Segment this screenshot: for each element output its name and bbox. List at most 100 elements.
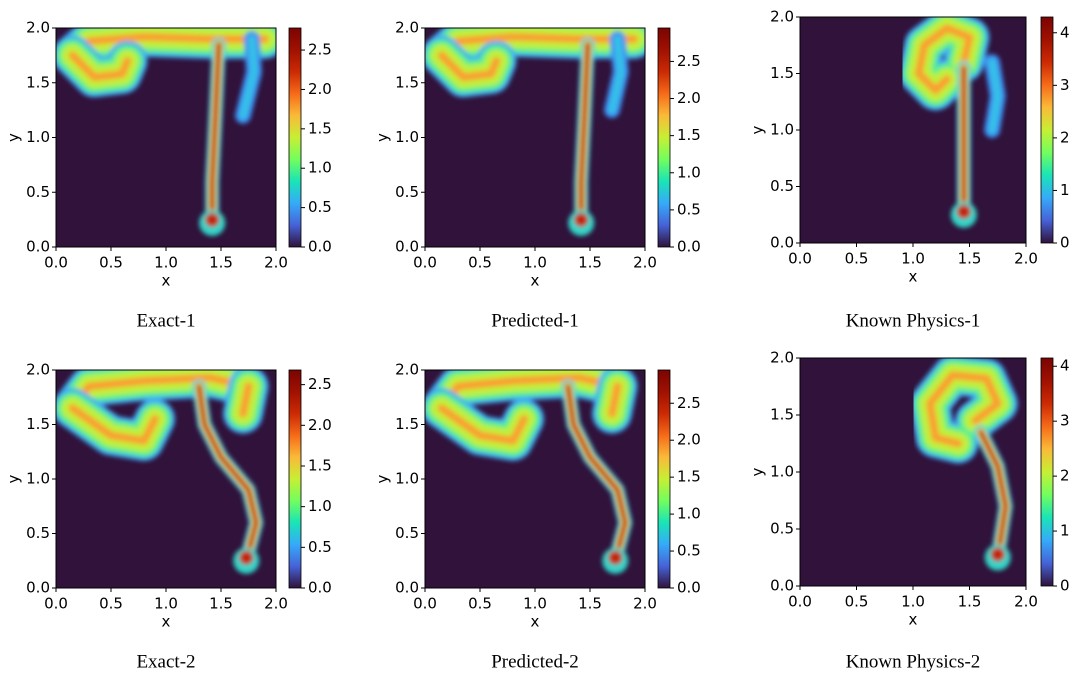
plume-base-core bbox=[608, 550, 623, 565]
x-tick-label: 0.0 bbox=[44, 595, 68, 613]
colorbar-tick-label: 1.5 bbox=[677, 126, 701, 144]
plume-base-core bbox=[239, 550, 254, 565]
y-tick-label: 1.0 bbox=[26, 128, 50, 146]
y-axis-label: y bbox=[5, 133, 23, 142]
y-tick-label: 1.5 bbox=[395, 415, 419, 433]
x-tick-label: 1.5 bbox=[209, 595, 233, 613]
plume bbox=[898, 17, 1006, 228]
plume-layer bbox=[925, 371, 1002, 448]
y-tick-label: 1.0 bbox=[395, 128, 419, 146]
x-axis-label: x bbox=[531, 613, 540, 631]
panel-caption: Predicted-2 bbox=[491, 651, 579, 672]
y-tick-label: 2.0 bbox=[770, 349, 794, 367]
x-axis-label: x bbox=[909, 611, 918, 629]
x-tick-label: 1.5 bbox=[578, 595, 602, 613]
colorbar-tick-label: 2.0 bbox=[308, 80, 332, 98]
plume-layer bbox=[210, 42, 221, 225]
colorbar bbox=[657, 369, 671, 589]
colorbar-tick-label: 2 bbox=[1060, 128, 1070, 146]
colorbar-tick-label: 2.5 bbox=[677, 394, 701, 412]
plume-layer bbox=[579, 42, 590, 225]
panel: 0.0 0.5 1.0 1.5 2.0 0.0 0.5 1.0 1.5 2.0 x y 0.0 0.5 1.… bbox=[374, 361, 701, 673]
x-tick-label: 1.0 bbox=[523, 254, 547, 272]
panel: 0.0 0.5 1.0 1.5 2.0 0.0 0.5 1.0 1.5 2.0 x y 0.0 0.5 1.… bbox=[374, 19, 701, 332]
colorbar-tick-label: 1.0 bbox=[308, 497, 332, 515]
panel: 0.0 0.5 1.0 1.5 2.0 0.0 0.5 1.0 1.5 2.0 x y 0.0 0.5 1.… bbox=[5, 19, 332, 332]
colorbar-tick-label: 1.0 bbox=[677, 163, 701, 181]
y-tick-label: 2.0 bbox=[395, 361, 419, 379]
x-tick-label: 0.5 bbox=[99, 595, 123, 613]
y-axis-label: y bbox=[374, 474, 392, 483]
colorbar-tick-label: 1.0 bbox=[677, 505, 701, 523]
y-axis-label: y bbox=[374, 133, 392, 142]
plume-layer bbox=[437, 404, 528, 445]
colorbar-tick-label: 2.5 bbox=[308, 375, 332, 393]
y-tick-label: 2.0 bbox=[395, 19, 419, 37]
x-tick-label: 0.0 bbox=[44, 254, 68, 272]
colorbar bbox=[288, 27, 302, 248]
colorbar-tick-label: 4 bbox=[1060, 23, 1070, 41]
plume bbox=[56, 28, 276, 236]
colorbar-tick-label: 0.0 bbox=[677, 238, 701, 256]
plume-layer bbox=[566, 384, 627, 563]
colorbar-tick-label: 1 bbox=[1060, 181, 1070, 199]
colorbar-tick-label: 0.0 bbox=[308, 238, 332, 256]
plume-base-core bbox=[205, 212, 220, 227]
y-tick-label: 1.0 bbox=[770, 463, 794, 481]
colorbar-tick-label: 2.5 bbox=[308, 41, 332, 59]
x-axis-label: x bbox=[162, 613, 171, 631]
plume-base-core bbox=[990, 547, 1005, 562]
colorbar-tick-label: 2.0 bbox=[677, 431, 701, 449]
x-tick-label: 2.0 bbox=[1014, 593, 1038, 611]
x-tick-label: 2.0 bbox=[633, 254, 657, 272]
colorbar-tick-label: 2.0 bbox=[677, 89, 701, 107]
x-axis-label: x bbox=[162, 272, 171, 290]
panel-caption: Exact-1 bbox=[136, 310, 195, 331]
colorbar-tick-label: 1.5 bbox=[677, 468, 701, 486]
x-tick-label: 2.0 bbox=[1014, 250, 1038, 268]
y-axis-label: y bbox=[749, 467, 767, 476]
panel: 0.0 0.5 1.0 1.5 2.0 0.0 0.5 1.0 1.5 2.0 x y 0 1 2 3 4 Kno… bbox=[749, 349, 1070, 673]
y-tick-label: 1.5 bbox=[395, 73, 419, 91]
plume-layer bbox=[239, 382, 253, 418]
x-tick-label: 0.5 bbox=[468, 254, 492, 272]
plume-layer bbox=[979, 430, 1008, 559]
y-tick-label: 0.5 bbox=[770, 520, 794, 538]
panel-caption: Exact-2 bbox=[136, 651, 195, 672]
x-tick-label: 1.0 bbox=[901, 593, 925, 611]
y-tick-label: 0.0 bbox=[395, 579, 419, 597]
y-tick-label: 1.0 bbox=[26, 470, 50, 488]
plume-layer bbox=[914, 24, 974, 95]
colorbar-tick-label: 2.0 bbox=[308, 416, 332, 434]
y-axis-label: y bbox=[5, 474, 23, 483]
x-tick-label: 0.0 bbox=[788, 250, 812, 268]
colorbar-tick-label: 1.5 bbox=[308, 456, 332, 474]
plume-layer bbox=[608, 382, 622, 418]
y-tick-label: 0.0 bbox=[395, 238, 419, 256]
plume bbox=[425, 370, 638, 574]
x-tick-label: 0.5 bbox=[99, 254, 123, 272]
plume-layer bbox=[437, 51, 501, 82]
y-tick-label: 0.5 bbox=[26, 524, 50, 542]
colorbar bbox=[288, 369, 302, 589]
y-axis-label: y bbox=[749, 125, 767, 134]
y-tick-label: 1.0 bbox=[395, 470, 419, 488]
y-tick-label: 1.5 bbox=[770, 64, 794, 82]
y-tick-label: 0.0 bbox=[26, 579, 50, 597]
plume-layer bbox=[239, 34, 258, 120]
colorbar-tick-label: 0 bbox=[1060, 577, 1070, 595]
y-tick-label: 2.0 bbox=[26, 361, 50, 379]
x-tick-label: 1.5 bbox=[209, 254, 233, 272]
y-tick-label: 2.0 bbox=[26, 19, 50, 37]
panel: 0.0 0.5 1.0 1.5 2.0 0.0 0.5 1.0 1.5 2.0 x y 0.0 0.5 1.… bbox=[5, 361, 332, 673]
y-tick-label: 0.5 bbox=[770, 177, 794, 195]
y-tick-label: 2.0 bbox=[770, 8, 794, 26]
y-tick-label: 0.5 bbox=[26, 183, 50, 201]
panel-caption: Predicted-1 bbox=[491, 310, 579, 331]
y-tick-label: 0.5 bbox=[395, 183, 419, 201]
panel: 0.0 0.5 1.0 1.5 2.0 0.0 0.5 1.0 1.5 2.0 x y 0 1 2 3 4 Kno… bbox=[749, 8, 1070, 332]
x-tick-label: 1.5 bbox=[958, 250, 982, 268]
x-axis-label: x bbox=[531, 272, 540, 290]
